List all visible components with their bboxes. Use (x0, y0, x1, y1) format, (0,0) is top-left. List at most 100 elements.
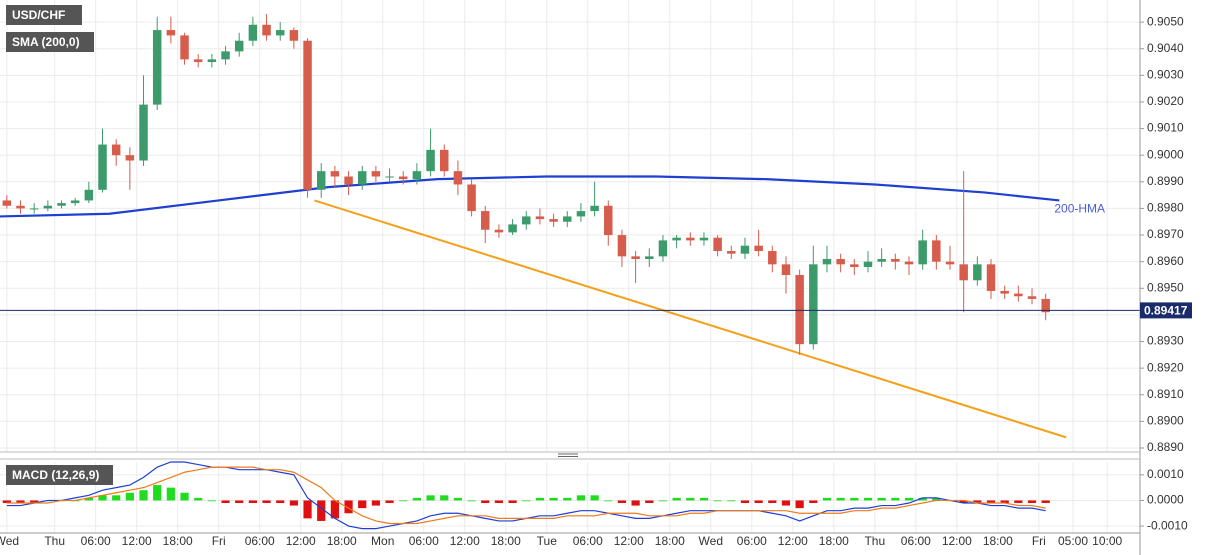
histogram-bar (276, 500, 285, 504)
candle-body (43, 205, 53, 209)
macd-line (6, 466, 1046, 525)
histogram-bar (385, 500, 394, 504)
legend: USD/CHF SMA (200,0) MACD (12,26,9) (6, 5, 113, 485)
histogram-bar (986, 500, 996, 504)
histogram-bar (358, 500, 367, 509)
x-tick-label: 18:00 (327, 534, 357, 548)
candle-body (576, 211, 586, 217)
candle-body (193, 59, 203, 63)
histogram-bar (262, 500, 271, 504)
candle-body (740, 245, 750, 254)
y-tick-label: 0.9040 (1147, 41, 1184, 55)
histogram-bar (467, 500, 476, 502)
candle-body (945, 261, 955, 265)
trend-line (314, 199, 1067, 439)
candle-body (1027, 296, 1037, 299)
y-tick-label: 0.0010 (1147, 467, 1184, 481)
candle-body (494, 229, 504, 233)
x-tick-label: Thu (864, 534, 885, 548)
x-tick-label: Wed (0, 534, 19, 548)
histogram-bar (781, 500, 791, 506)
histogram-bar (317, 500, 326, 521)
histogram-bar (207, 500, 216, 502)
candle-body (1041, 298, 1050, 313)
y-tick-label: 0.8960 (1147, 254, 1184, 268)
histogram-bar (932, 497, 941, 501)
candle-body (631, 256, 640, 260)
histogram-bar (617, 500, 627, 504)
candle-body (563, 216, 572, 222)
x-tick-label: 12:00 (942, 534, 972, 548)
histogram-bar (399, 500, 408, 502)
histogram-bar (2, 500, 11, 504)
x-tick-label: 18:00 (491, 534, 521, 548)
histogram-bar (713, 500, 722, 502)
candle-body (111, 144, 121, 156)
candle-body (986, 264, 996, 291)
last-price-label: 0.89417 (1144, 304, 1188, 318)
y-tick-label: 0.8950 (1147, 280, 1184, 294)
y-tick-label: 0.8970 (1147, 227, 1184, 241)
histogram-bar (98, 495, 107, 501)
histogram-bar (535, 497, 545, 501)
y-tick-label: 0.9030 (1147, 68, 1184, 82)
candle-body (549, 219, 558, 222)
histogram-bar (877, 497, 886, 501)
x-tick-label: 06:00 (573, 534, 603, 548)
x-tick-label: Fri (212, 534, 226, 548)
y-tick-label: 0.9000 (1147, 147, 1184, 161)
histogram-bar (576, 495, 586, 501)
candle-body (713, 237, 722, 252)
histogram-bar (959, 500, 968, 504)
candle-body (166, 30, 176, 36)
candle-body (16, 205, 25, 209)
candle-body (932, 240, 941, 262)
x-tick-label: 12:00 (122, 534, 152, 548)
x-tick-label: 18:00 (819, 534, 849, 548)
candle-body (617, 235, 627, 257)
candle-body (836, 259, 845, 265)
histogram-bar (672, 497, 681, 501)
candle-body (768, 251, 777, 265)
histogram-bar (522, 500, 531, 502)
x-tick-label: Mon (371, 534, 394, 548)
histogram-bar (1027, 500, 1037, 504)
legend-box (6, 5, 82, 25)
panel-handle[interactable] (558, 453, 578, 457)
histogram-bar (112, 495, 121, 501)
histogram-bar (904, 497, 914, 501)
candle-body (535, 216, 545, 220)
candle-body (316, 171, 326, 190)
x-tick-label: 05:00 (1058, 534, 1088, 548)
histogram-bar (850, 497, 859, 501)
candle-body (125, 155, 135, 161)
histogram-bar (1041, 500, 1050, 504)
candle-body (221, 51, 230, 60)
x-tick-label: 12:00 (778, 534, 808, 548)
histogram-bar (699, 497, 709, 501)
candle-body (877, 259, 886, 262)
histogram-bar (494, 500, 504, 504)
candle-body (672, 237, 681, 241)
candle-body (850, 264, 859, 267)
x-tick-label: 12:00 (286, 534, 316, 548)
candle-body (440, 149, 449, 172)
histogram-bar (822, 497, 832, 501)
histogram-bar (248, 500, 257, 504)
candle-body (385, 176, 394, 178)
x-tick-label: 10:00 (1092, 534, 1122, 548)
histogram-bar (16, 500, 25, 504)
candle-body (303, 40, 312, 190)
candle-body (1014, 293, 1023, 297)
histogram-bar (30, 500, 39, 504)
candle-body (959, 264, 968, 281)
candle-body (481, 211, 490, 230)
candle-body (234, 40, 244, 52)
candle-body (70, 200, 80, 204)
candle-body (57, 203, 66, 206)
plot-area (0, 0, 1144, 533)
candle-body (1000, 290, 1009, 294)
x-tick-label: 06:00 (81, 534, 111, 548)
y-tick-label: 0.8980 (1147, 201, 1184, 215)
